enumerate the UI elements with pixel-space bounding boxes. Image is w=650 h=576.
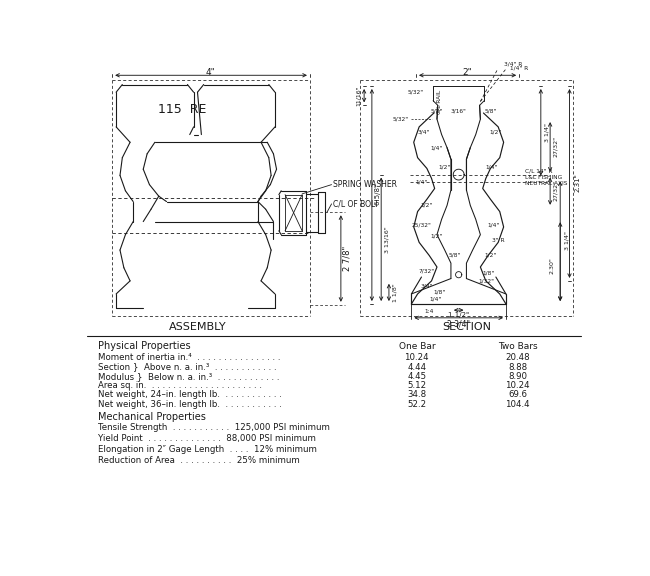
Text: Tensile Strength  . . . . . . . . . . .  125,000 PSI minimum: Tensile Strength . . . . . . . . . . . 1… — [98, 423, 330, 433]
Text: 7/32": 7/32" — [419, 268, 435, 274]
Text: 1/8": 1/8" — [433, 290, 445, 295]
Text: 1:4: 1:4 — [424, 309, 434, 314]
Text: 2": 2" — [462, 69, 472, 77]
Text: 115  RE: 115 RE — [158, 103, 206, 116]
Text: 10.24: 10.24 — [505, 381, 530, 390]
Text: 3" R: 3" R — [492, 237, 504, 242]
Text: NEUTRAL AXIS: NEUTRAL AXIS — [525, 181, 567, 187]
Text: Reduction of Area  . . . . . . . . . .  25% minimum: Reduction of Area . . . . . . . . . . 25… — [98, 456, 300, 465]
Text: Physical Properties: Physical Properties — [98, 342, 191, 351]
Text: 1 1/8": 1 1/8" — [393, 283, 398, 302]
Text: C/L OF BOLT: C/L OF BOLT — [333, 199, 379, 209]
Text: 27/32": 27/32" — [553, 137, 558, 157]
Text: L&L FISHING: L&L FISHING — [525, 175, 562, 180]
Text: 52.2: 52.2 — [408, 400, 426, 408]
Text: 4.45: 4.45 — [408, 372, 426, 381]
Text: Area sq. in.  . . . . . . . . . . . . . . . . . . . . .: Area sq. in. . . . . . . . . . . . . . .… — [98, 381, 263, 390]
Text: 5/32": 5/32" — [408, 90, 424, 94]
Text: 3/4": 3/4" — [421, 284, 433, 289]
Text: 1/4": 1/4" — [431, 145, 443, 150]
Text: Two Bars: Two Bars — [498, 342, 538, 351]
Text: 27/32": 27/32" — [553, 180, 558, 202]
Text: 10.24: 10.24 — [404, 353, 429, 362]
Text: 3/16": 3/16" — [450, 109, 467, 114]
Text: 3 13/16": 3 13/16" — [385, 226, 390, 253]
Text: 1/2": 1/2" — [421, 203, 433, 208]
Text: C/L 14" R: C/L 14" R — [525, 168, 552, 173]
Text: Modulus }  Below n. a. in.³  . . . . . . . . . . . .: Modulus } Below n. a. in.³ . . . . . . .… — [98, 372, 280, 381]
Text: Elongation in 2″ Gage Length  . . . .  12% minimum: Elongation in 2″ Gage Length . . . . 12%… — [98, 445, 317, 454]
Text: 1/2": 1/2" — [439, 164, 451, 169]
Text: 8.90: 8.90 — [508, 372, 527, 381]
Text: 4.44: 4.44 — [408, 363, 426, 372]
Text: Moment of inertia in.⁴  . . . . . . . . . . . . . . . .: Moment of inertia in.⁴ . . . . . . . . .… — [98, 353, 281, 362]
Text: 1/4": 1/4" — [429, 297, 441, 302]
Text: 1/4": 1/4" — [486, 164, 498, 169]
Text: 34.8: 34.8 — [408, 391, 426, 399]
Text: 1/2": 1/2" — [484, 253, 497, 258]
Text: 104.4: 104.4 — [505, 400, 530, 408]
Text: Yield Point  . . . . . . . . . . . . . .  88,000 PSI minimum: Yield Point . . . . . . . . . . . . . . … — [98, 434, 316, 443]
Text: 11/16": 11/16" — [356, 85, 361, 105]
Text: 3 1/4": 3 1/4" — [545, 123, 549, 142]
Text: 5/8": 5/8" — [484, 109, 497, 114]
Text: 1/2": 1/2" — [431, 234, 443, 238]
Text: 5/8": 5/8" — [448, 253, 461, 258]
Text: C/L RAIL: C/L RAIL — [437, 90, 442, 114]
Text: 5.12: 5.12 — [408, 381, 426, 390]
Text: 69.6: 69.6 — [508, 391, 527, 399]
Text: 20.48: 20.48 — [505, 353, 530, 362]
Text: 1/4": 1/4" — [488, 222, 500, 227]
Text: 8.88: 8.88 — [508, 363, 527, 372]
Text: Section }  Above n. a. in.³  . . . . . . . . . . . .: Section } Above n. a. in.³ . . . . . . .… — [98, 363, 277, 372]
Text: 1 1/2": 1 1/2" — [448, 312, 469, 318]
Text: 1/32": 1/32" — [478, 278, 495, 283]
Text: 25/32": 25/32" — [411, 222, 432, 227]
Text: 3 1/4": 3 1/4" — [565, 232, 569, 251]
Text: 1/8": 1/8" — [482, 271, 494, 276]
Text: 5/32": 5/32" — [392, 117, 408, 122]
Text: 3/4" R: 3/4" R — [504, 62, 523, 67]
Text: 5/8": 5/8" — [431, 109, 443, 114]
Text: 3/4": 3/4" — [417, 130, 430, 135]
Text: 2 3/4": 2 3/4" — [447, 320, 470, 328]
Text: 4": 4" — [206, 69, 216, 77]
Text: 1/2": 1/2" — [489, 130, 501, 135]
Text: Net weight, 36–in. length lb.  . . . . . . . . . . .: Net weight, 36–in. length lb. . . . . . … — [98, 400, 282, 408]
Text: One Bar: One Bar — [398, 342, 435, 351]
Text: 2.30": 2.30" — [550, 257, 555, 274]
Text: SECTION: SECTION — [443, 322, 491, 332]
Text: 2.31": 2.31" — [574, 174, 580, 192]
Text: 2 7/8": 2 7/8" — [343, 246, 352, 271]
Text: Mechanical Properties: Mechanical Properties — [98, 412, 206, 422]
Text: Net weight, 24–in. length lb.  . . . . . . . . . . .: Net weight, 24–in. length lb. . . . . . … — [98, 391, 282, 399]
Text: 1/4": 1/4" — [415, 180, 428, 185]
Text: 6 5/8": 6 5/8" — [375, 184, 381, 205]
Text: SPRING WASHER: SPRING WASHER — [333, 180, 397, 189]
Text: ASSEMBLY: ASSEMBLY — [169, 322, 226, 332]
Text: 1/4" R: 1/4" R — [510, 66, 528, 71]
